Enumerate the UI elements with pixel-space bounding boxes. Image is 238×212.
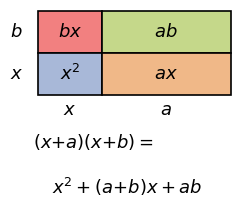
Text: $a$: $a$ [160,101,172,119]
Text: $(x{+}a)(x{+}b) =$: $(x{+}a)(x{+}b) =$ [33,132,154,152]
Bar [38,53,102,95]
Bar [102,53,231,95]
Text: $x^2 + (a{+}b)x + ab$: $x^2 + (a{+}b)x + ab$ [52,176,203,198]
Text: $ax$: $ax$ [154,65,178,83]
Bar [102,11,231,53]
Text: $b$: $b$ [10,23,23,41]
Text: $ab$: $ab$ [154,23,178,41]
Text: $x$: $x$ [10,65,23,83]
Text: $bx$: $bx$ [58,23,82,41]
Bar [38,11,102,53]
Text: $x^2$: $x^2$ [60,64,80,84]
Text: $x$: $x$ [63,101,77,119]
